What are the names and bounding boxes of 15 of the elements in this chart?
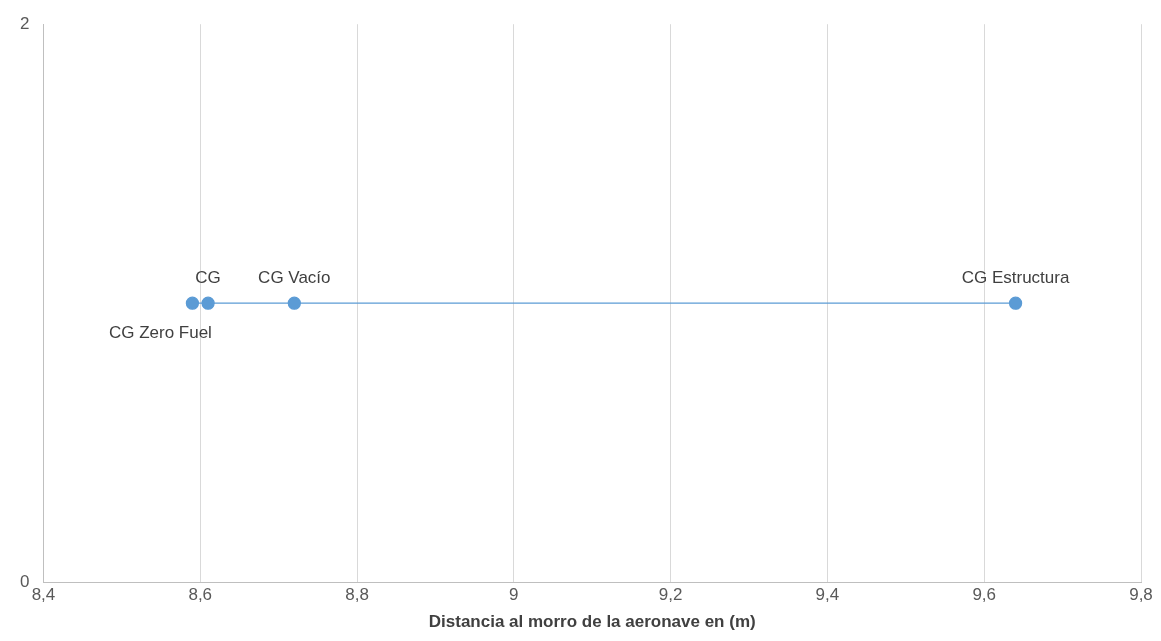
y-tick-label: 0 <box>19 571 30 591</box>
x-tick-label: 9 <box>509 585 519 605</box>
annotation: CG Estructura <box>961 268 1070 288</box>
annotation: CG <box>195 268 221 288</box>
x-tick-label: 8,4 <box>31 585 56 605</box>
x-tick-label: 9,6 <box>972 585 997 605</box>
y-tick-label: 2 <box>19 13 30 33</box>
annotation: CG Vacío <box>258 268 331 288</box>
x-tick-label: 9,4 <box>815 585 840 605</box>
x-tick-label: 8,6 <box>188 585 213 605</box>
x-axis-title: Distancia al morro de la aeronave en (m) <box>428 612 756 632</box>
x-tick-label: 9,8 <box>1129 585 1153 605</box>
x-tick-label: 8,8 <box>345 585 369 605</box>
annotation: CG Zero Fuel <box>108 323 212 343</box>
x-tick-label: 9,2 <box>658 585 683 605</box>
